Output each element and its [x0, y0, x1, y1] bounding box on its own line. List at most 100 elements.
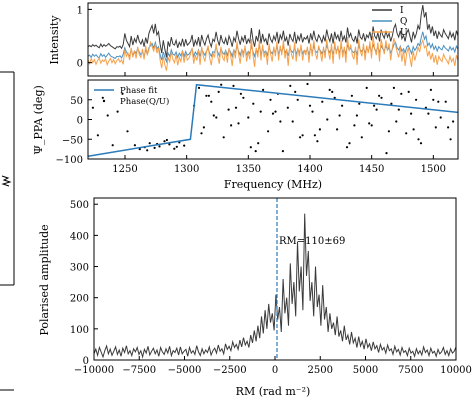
frequency-xlabel: Frequency (MHz) — [224, 178, 322, 191]
phase-point — [355, 114, 358, 117]
phase-xtick-label: 1500 — [421, 164, 446, 175]
phase-point — [353, 124, 356, 127]
phase-point — [183, 144, 186, 147]
rm-xtick-label: −7500 — [122, 365, 156, 376]
phase-point — [301, 134, 304, 137]
phase-point — [269, 98, 272, 101]
phase-point — [274, 110, 277, 113]
phase-point — [395, 120, 398, 123]
phase-point — [262, 88, 265, 91]
rm-spectrum-line — [93, 213, 457, 359]
phase-point — [215, 116, 218, 119]
phase-xtick-label: 1400 — [297, 164, 322, 175]
legend-label-phase-fit: Phase fit — [120, 86, 158, 96]
phase-y-ticks: −100 −50 0 50 — [56, 96, 92, 166]
phase-point — [220, 83, 223, 86]
phase-point — [437, 100, 440, 103]
phase-point — [336, 128, 339, 131]
phase-point — [410, 112, 413, 115]
intensity-plot-area — [87, 5, 459, 71]
rm-y-ticks: 0 100 200 300 400 500 — [70, 200, 98, 367]
legend-marker-phase-qu — [102, 99, 106, 103]
phase-point — [279, 120, 282, 123]
phase-point — [429, 88, 432, 91]
phase-point — [380, 96, 383, 99]
legend-label-phase-qu: Phase(Q/U) — [120, 96, 169, 107]
intensity-ytick-label: 1 — [77, 5, 83, 16]
phase-ytick-label: 0 — [77, 116, 83, 127]
rm-ytick-label: 400 — [70, 231, 89, 242]
intensity-legend: I Q U — [372, 6, 408, 38]
phase-point — [400, 92, 403, 95]
phase-xtick-label: 1250 — [112, 164, 137, 175]
phase-point — [417, 138, 420, 141]
phase-point — [326, 118, 329, 121]
intensity-panel-frame — [87, 2, 459, 77]
rm-plot-area — [93, 198, 457, 360]
phase-point — [146, 149, 149, 152]
phase-point — [348, 142, 351, 145]
phase-point — [321, 100, 324, 103]
phase-point — [173, 147, 176, 150]
phase-x-ticks: 1250 1300 1350 1400 1450 1500 — [112, 155, 446, 175]
legend-label-i: I — [400, 6, 404, 16]
phase-point — [333, 96, 336, 99]
rm-xtick-label: 5000 — [353, 365, 378, 376]
phase-point — [212, 114, 215, 117]
intensity-series-i — [87, 5, 459, 58]
phase-ylabel: Ψ_PPA (deg) — [32, 85, 45, 155]
phase-point — [358, 102, 361, 105]
phase-fit-line — [87, 83, 459, 157]
phase-point — [338, 114, 341, 117]
phase-point — [370, 124, 373, 127]
phase-point — [158, 145, 161, 148]
phase-point — [106, 114, 109, 117]
phase-point — [259, 110, 262, 113]
phase-point — [432, 98, 435, 101]
intensity-series-u — [87, 35, 459, 71]
phase-plot-area — [87, 82, 459, 157]
phase-point — [296, 98, 299, 101]
phase-point — [385, 152, 388, 155]
phase-point — [331, 90, 334, 93]
phase-point — [205, 94, 208, 97]
phase-point — [175, 145, 178, 148]
phase-point — [207, 94, 210, 97]
phase-ytick-label: −100 — [56, 155, 83, 166]
phase-point — [230, 124, 233, 127]
phase-xtick-label: 1350 — [236, 164, 261, 175]
rm-ylabel: Polarised amplitude — [38, 224, 51, 335]
rm-ytick-label: 200 — [70, 294, 89, 305]
phase-point — [427, 112, 430, 115]
phase-xtick-label: 1300 — [174, 164, 199, 175]
rm-xtick-label: 10000 — [440, 365, 472, 376]
phase-point — [252, 102, 255, 105]
rm-annotation: RM=110±69 — [279, 236, 345, 247]
phase-point — [200, 132, 203, 135]
phase-legend: Phase fit Phase(Q/U) — [94, 86, 169, 107]
rm-ytick-label: 0 — [83, 356, 89, 367]
phase-point — [316, 140, 319, 143]
rm-panel-frame — [93, 197, 457, 361]
rm-panel: 0 100 200 300 400 500 −10000 −7500 −5000 −2500 0 2… — [38, 197, 472, 398]
phase-point — [311, 110, 314, 113]
rm-xtick-label: 0 — [272, 365, 278, 376]
phase-xtick-label: 1450 — [359, 164, 384, 175]
phase-point — [91, 106, 94, 109]
rm-ytick-label: 500 — [70, 200, 89, 211]
phase-point — [111, 144, 114, 147]
phase-point — [249, 146, 252, 149]
phase-point — [368, 122, 371, 125]
phase-point — [387, 130, 390, 133]
intensity-panel: 01 Intensity I Q U — [48, 2, 459, 77]
phase-point — [202, 126, 205, 129]
phase-point — [328, 88, 331, 91]
phase-point — [217, 90, 220, 93]
left-panel-fragment — [0, 71, 15, 391]
phase-point — [168, 143, 171, 146]
phase-point — [101, 96, 104, 99]
phase-point — [299, 136, 302, 139]
phase-point — [419, 142, 423, 145]
phase-point — [415, 98, 418, 101]
phase-point — [434, 126, 437, 129]
